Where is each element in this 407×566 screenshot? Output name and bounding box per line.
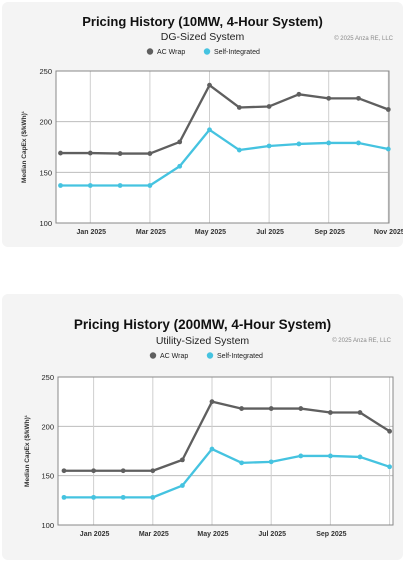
dg-line-chart: 100 150 200 250 Jan 2025 Mar 2025 May 2025 Jul … [21,48,403,236]
self-integrated-data-point [328,453,333,459]
x-tick-label: Jul 2025 [258,531,286,538]
y-tick-label: 150 [39,168,52,177]
self-integrated-data-point [268,459,274,465]
self-integrated-data-point [356,140,361,146]
ac-wrap-data-point [326,95,332,101]
ac-wrap-data-point [177,139,183,145]
self-integrated-legend-marker [203,48,211,55]
self-integrated-data-point [91,494,96,500]
y-tick-label: 150 [41,472,54,481]
self-integrated-data-point [180,483,185,488]
self-integrated-data-point [207,127,212,133]
self-integrated-data-point [296,141,302,147]
self-integrated-data-point [357,454,363,460]
x-tick-label: Mar 2025 [139,531,169,538]
ac-wrap-legend-label: AC Wrap [157,49,185,56]
self-integrated-data-point [326,140,332,146]
ac-wrap-data-point [296,91,302,97]
x-tick-label: Sep 2025 [315,229,345,236]
x-tick-label: Jan 2025 [77,229,107,236]
chart-title: Pricing History (200MW, 4-Hour System) [73,317,332,332]
ac-wrap-legend-marker [146,48,154,55]
x-tick-label: May 2025 [195,229,226,236]
x-tick-label: Jul 2025 [256,229,284,236]
self-integrated-legend-label: Self-Integrated [217,353,263,360]
utility-chart-card: Pricing History (200MW, 4-Hour System) U… [2,294,403,560]
x-tick-label: Mar 2025 [136,229,166,236]
copyright-notice: © 2025 Anza RE, LLC [332,338,391,344]
ac-wrap-data-point [357,410,363,415]
y-tick-label: 100 [41,521,54,530]
ac-wrap-data-point [387,428,392,434]
ac-wrap-data-point [147,151,153,156]
ac-wrap-data-point [239,406,245,411]
self-integrated-data-point [385,146,391,152]
y-tick-label: 250 [41,373,54,382]
y-tick-label: 200 [41,422,54,431]
ac-wrap-data-point [207,82,212,88]
self-integrated-data-point [61,494,67,500]
self-integrated-series-line [60,128,389,187]
self-integrated-data-point [147,183,153,188]
self-integrated-data-point [209,446,215,452]
self-integrated-data-point [298,453,304,459]
ac-wrap-data-point [298,406,304,411]
self-integrated-data-point [150,494,156,500]
self-integrated-data-point [387,464,392,470]
ac-wrap-data-point [58,150,63,156]
y-tick-label: 100 [39,219,52,228]
self-integrated-data-point [58,183,63,188]
ac-wrap-data-point [385,107,391,112]
x-tick-label: May 2025 [197,531,228,538]
ac-wrap-data-point [120,468,126,474]
ac-wrap-legend-label: AC Wrap [160,353,188,360]
dg-chart-card: Pricing History (10MW, 4-Hour System) DG… [2,2,403,247]
self-integrated-data-point [177,163,183,169]
utility-line-chart: 100 150 200 250 Jan 2025 Mar 2025 May 2025 Jul … [24,352,394,538]
self-integrated-legend-label: Self-Integrated [214,49,260,56]
plot-area [58,377,393,525]
self-integrated-data-point [239,460,245,466]
ac-wrap-series-line [60,84,389,155]
y-axis-label: Median CapEx ($/kWh)¹ [24,415,31,487]
self-integrated-data-point [120,494,126,500]
x-tick-label: Sep 2025 [316,531,346,538]
ac-wrap-series-line [64,400,391,472]
self-integrated-data-point [117,183,123,188]
x-tick-label: Nov 2025 [374,229,403,236]
chart-title: Pricing History (10MW, 4-Hour System) [82,14,323,29]
y-tick-label: 250 [39,67,52,76]
ac-wrap-data-point [266,104,272,109]
ac-wrap-data-point [117,151,123,156]
copyright-notice: © 2025 Anza RE, LLC [334,36,393,42]
chart-subtitle: DG-Sized System [160,31,245,43]
ac-wrap-data-point [87,150,93,156]
ac-wrap-data-point [356,95,361,101]
plot-frame [57,376,394,526]
ac-wrap-data-point [209,399,215,405]
self-integrated-data-point [236,147,242,153]
ac-wrap-data-point [268,406,274,411]
x-tick-label: Jan 2025 [80,531,110,538]
ac-wrap-data-point [236,105,242,110]
y-tick-label: 200 [39,118,52,127]
ac-wrap-data-point [328,410,333,415]
y-axis-label: Median CapEx ($/kWh)¹ [21,111,28,183]
ac-wrap-data-point [61,468,67,474]
chart-subtitle: Utility-Sized System [155,335,250,347]
self-integrated-series-line [64,447,390,499]
self-integrated-data-point [266,143,272,149]
ac-wrap-legend-marker [149,352,157,359]
ac-wrap-data-point [180,457,185,463]
self-integrated-legend-marker [206,352,214,359]
ac-wrap-data-point [91,468,96,474]
ac-wrap-data-point [150,468,156,474]
self-integrated-data-point [87,183,93,188]
